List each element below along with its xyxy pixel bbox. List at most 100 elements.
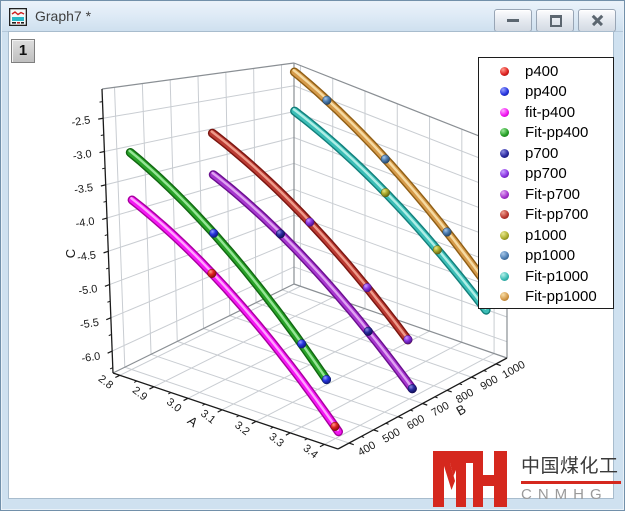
tick-label: -5.5 — [79, 317, 99, 332]
legend-item[interactable]: Fit-pp400 — [479, 123, 613, 144]
data-point[interactable] — [322, 95, 332, 105]
data-point[interactable] — [321, 374, 332, 385]
tick-label: 3.4 — [301, 442, 320, 461]
data-point[interactable] — [442, 227, 452, 237]
tick-label: 3.1 — [198, 408, 217, 427]
tick-label: 700 — [429, 400, 451, 420]
tick-label: 3.2 — [232, 419, 251, 438]
layer-1-badge[interactable]: 1 — [11, 39, 35, 63]
legend-marker-icon — [500, 148, 509, 158]
data-point[interactable] — [407, 384, 417, 394]
legend-label: pp400 — [525, 83, 567, 101]
tick-label: -5.0 — [78, 283, 98, 298]
tick-label: 3.0 — [164, 396, 183, 415]
legend-label: pp700 — [525, 165, 567, 183]
series-p400[interactable] — [207, 268, 340, 431]
tick-label: A — [185, 413, 201, 430]
legend-item[interactable]: Fit-p700 — [479, 184, 613, 205]
legend-item[interactable]: Fit-pp700 — [479, 205, 613, 226]
legend-marker-icon — [500, 251, 509, 261]
series-p1000[interactable] — [380, 188, 442, 255]
legend-label: Fit-p1000 — [525, 267, 589, 285]
tick-label: 3.3 — [266, 431, 285, 450]
window-title: Graph7 * — [35, 8, 92, 24]
tick-label: -2.5 — [71, 114, 91, 129]
series-pp400[interactable] — [209, 228, 332, 385]
data-point[interactable] — [403, 335, 413, 345]
tick-label: -4.0 — [75, 216, 95, 231]
series-Fit-pp1000[interactable] — [289, 67, 488, 284]
data-point[interactable] — [209, 228, 219, 238]
legend-label: Fit-p700 — [525, 185, 581, 203]
tick-label: -6.0 — [81, 350, 101, 365]
legend-label: p1000 — [525, 226, 567, 244]
legend-marker-icon — [500, 189, 509, 199]
legend-label: Fit-pp1000 — [525, 288, 597, 306]
tick-label: 500 — [381, 426, 403, 446]
tick-label: B — [453, 401, 468, 418]
series-pp700[interactable] — [305, 217, 413, 345]
tick-label: 900 — [478, 373, 500, 393]
data-point[interactable] — [330, 421, 340, 431]
axes: 2.82.93.03.13.23.33.4 4005006007008009001… — [63, 88, 527, 461]
tick-label: 2.8 — [96, 373, 115, 392]
series-Fit-p700[interactable] — [208, 170, 417, 394]
tick-label: -3.5 — [73, 182, 93, 197]
series-fit-p400[interactable] — [127, 195, 343, 437]
watermark-latin-text: CNMHG — [521, 486, 608, 503]
legend-item[interactable]: pp400 — [479, 82, 613, 103]
legend-marker-icon — [500, 230, 509, 240]
data-point[interactable] — [362, 283, 372, 293]
legend-marker-icon — [500, 292, 509, 302]
legend-label: Fit-pp400 — [525, 124, 589, 142]
title-bar[interactable]: Graph7 * — [2, 2, 623, 32]
legend-item[interactable]: p400 — [479, 61, 613, 82]
legend-item[interactable]: pp1000 — [479, 246, 613, 267]
legend-label: p700 — [525, 144, 559, 162]
legend-marker-icon — [500, 210, 509, 220]
series-Fit-p1000[interactable] — [290, 106, 491, 315]
tick-label: 2.9 — [130, 384, 149, 403]
legend-marker-icon — [500, 107, 509, 117]
data-point[interactable] — [380, 188, 390, 198]
data-point[interactable] — [305, 217, 315, 227]
tick-label: 600 — [405, 413, 427, 433]
legend-marker-icon — [500, 271, 509, 281]
cnmhg-logo-icon — [433, 451, 507, 507]
legend-label: p400 — [525, 62, 559, 80]
data-point[interactable] — [275, 229, 285, 239]
series-Fit-pp400[interactable] — [125, 148, 331, 385]
data-point[interactable] — [207, 268, 217, 278]
minimize-icon — [507, 19, 519, 22]
legend[interactable]: p400 pp400 fit-p400 Fit-pp400 p700 pp700 Fit-p… — [478, 57, 614, 309]
series-curves[interactable] — [125, 67, 491, 437]
legend-marker-icon — [500, 169, 509, 179]
series-pp1000[interactable] — [322, 95, 452, 237]
graph-window-icon — [8, 7, 28, 27]
legend-item[interactable]: p700 — [479, 143, 613, 164]
watermark: 中国煤化工 CNMHG — [405, 445, 624, 509]
data-point[interactable] — [297, 339, 307, 349]
legend-label: Fit-pp700 — [525, 206, 589, 224]
tick-label: C — [63, 249, 78, 258]
restore-icon — [550, 15, 562, 27]
watermark-divider — [521, 481, 621, 484]
tick-label: 1000 — [500, 359, 527, 382]
series-p700[interactable] — [275, 229, 417, 394]
data-point[interactable] — [380, 154, 390, 164]
legend-item[interactable]: pp700 — [479, 164, 613, 185]
legend-item[interactable]: p1000 — [479, 225, 613, 246]
legend-label: fit-p400 — [525, 103, 576, 121]
data-point[interactable] — [432, 245, 442, 255]
legend-marker-icon — [500, 66, 509, 76]
data-point[interactable] — [363, 326, 373, 336]
legend-item[interactable]: Fit-pp1000 — [479, 287, 613, 308]
legend-marker-icon — [500, 128, 509, 138]
legend-item[interactable]: fit-p400 — [479, 102, 613, 123]
tick-label: 400 — [356, 439, 378, 459]
legend-item[interactable]: Fit-p1000 — [479, 266, 613, 287]
tick-label: -4.5 — [76, 249, 96, 264]
watermark-chinese-text: 中国煤化工 — [521, 456, 619, 477]
